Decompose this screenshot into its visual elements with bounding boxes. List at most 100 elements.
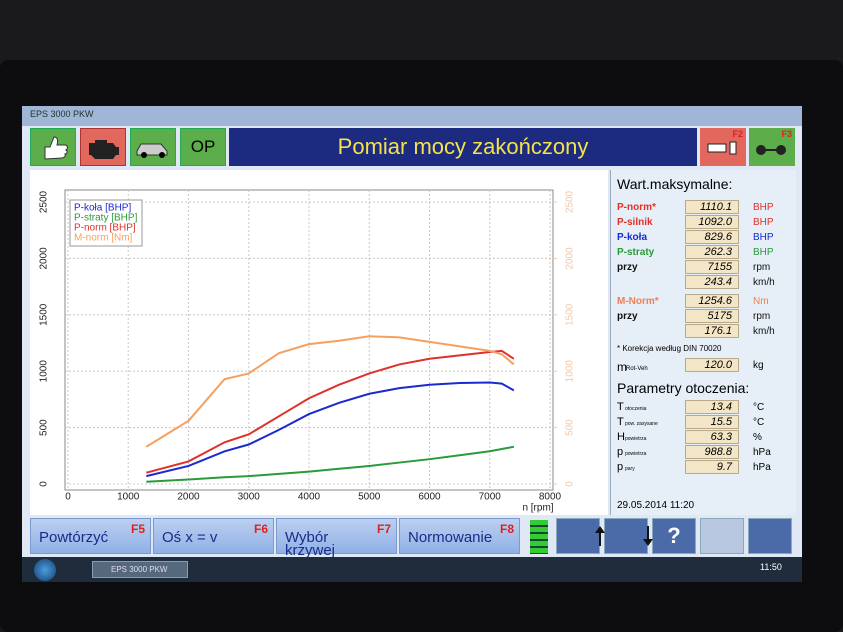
- function-button[interactable]: Wybór krzywej F7: [276, 518, 397, 559]
- x-axis-label: n [rpm]: [522, 503, 553, 514]
- legend-entry: P-koła [BHP]: [74, 203, 131, 214]
- button-label: Oś x = v: [162, 529, 218, 546]
- f3-icon: [756, 145, 786, 155]
- row-value: 5175: [685, 309, 739, 323]
- car-icon: [136, 143, 168, 158]
- row-unit: km/h: [753, 277, 775, 288]
- env-label: H: [617, 431, 625, 443]
- y2-tick-label: 0: [565, 481, 576, 487]
- button-key: F6: [253, 522, 268, 536]
- y2-tick-label: 1000: [565, 360, 576, 383]
- x-tick-label: 2000: [177, 492, 200, 503]
- row-value: 1254.6: [685, 294, 739, 308]
- button-key: F5: [130, 522, 145, 536]
- f2-key: F2: [732, 129, 743, 139]
- engine-icon: [89, 140, 119, 159]
- env-sub: otoczenia: [625, 406, 647, 412]
- row-unit: BHP: [753, 247, 774, 258]
- row-value: 262.3: [685, 245, 739, 259]
- env-sub: powietrza: [625, 451, 647, 457]
- mass-value: 120.0: [685, 358, 739, 372]
- legend-entry: P-norm [BHP]: [74, 223, 136, 234]
- f2-icon: [707, 141, 737, 155]
- help-button[interactable]: ?: [652, 518, 696, 554]
- env-unit: °C: [753, 417, 765, 428]
- f3-button[interactable]: F3: [749, 128, 795, 166]
- env-title: Parametry otoczenia:: [617, 380, 750, 396]
- row-value: 1110.1: [685, 200, 739, 214]
- env-label: p: [617, 446, 624, 458]
- row-label: M-Norm*: [617, 296, 659, 307]
- row-unit: BHP: [753, 202, 774, 213]
- row-unit: BHP: [753, 232, 774, 243]
- function-button[interactable]: Oś x = v F6: [153, 518, 274, 554]
- row-label: przy: [617, 311, 638, 322]
- x-tick-label: 7000: [479, 492, 502, 503]
- button-label: Normowanie: [408, 529, 493, 546]
- x-tick-label: 4000: [298, 492, 321, 503]
- series-line: [146, 349, 515, 474]
- button-row: Powtórzyć F5 Oś x = v F6 Wybór krzywej F7 Norm…: [30, 518, 800, 559]
- env-value: 9.7: [685, 460, 739, 474]
- env-value: 13.4: [685, 400, 739, 414]
- f2-button[interactable]: F2: [700, 128, 746, 166]
- env-label: T: [617, 416, 624, 428]
- arrow-icon: [643, 526, 653, 546]
- button-key: F8: [499, 522, 514, 536]
- op-button[interactable]: OP: [180, 128, 226, 166]
- start-button[interactable]: [34, 559, 56, 581]
- env-unit: hPa: [753, 447, 771, 458]
- row-label: P-koła: [617, 232, 648, 243]
- task-item[interactable]: EPS 3000 PKW: [92, 561, 188, 578]
- y-tick-label: 0: [39, 481, 50, 487]
- blank-button[interactable]: [748, 518, 792, 554]
- button-key: F7: [376, 522, 391, 536]
- mass-sub: Rot-Veh: [626, 366, 648, 372]
- arrow-icon: [595, 526, 605, 546]
- legend-box: [69, 199, 143, 247]
- x-tick-label: 0: [65, 492, 71, 503]
- y-tick-label: 2500: [39, 190, 50, 213]
- note: * Korekcja według DIN 70020: [617, 344, 722, 353]
- row-value: 829.6: [685, 230, 739, 244]
- env-unit: %: [753, 432, 762, 443]
- row-label: P-straty: [617, 247, 655, 258]
- y2-tick-label: 500: [565, 419, 576, 436]
- env-label: T: [617, 401, 624, 413]
- status-led: [530, 520, 548, 554]
- y-tick-label: 1500: [39, 303, 50, 326]
- x-tick-label: 1000: [117, 492, 140, 503]
- print-button[interactable]: [700, 518, 744, 554]
- clock: 11:50: [760, 562, 782, 572]
- car-button[interactable]: [130, 128, 176, 166]
- env-unit: °C: [753, 402, 765, 413]
- mass-label: m: [617, 360, 627, 374]
- y-tick-label: 500: [39, 419, 50, 436]
- status-bar: Pomiar mocy zakończony: [229, 128, 697, 166]
- x-tick-label: 5000: [358, 492, 381, 503]
- row-value: 176.1: [685, 324, 739, 338]
- row-label: P-norm*: [617, 202, 656, 213]
- up-button[interactable]: [556, 518, 600, 554]
- x-tick-label: 8000: [539, 492, 562, 503]
- title-bar: [22, 106, 802, 126]
- env-sub: pary: [625, 466, 635, 472]
- env-label: p: [617, 461, 624, 473]
- mass-unit: kg: [753, 360, 764, 371]
- button-label: Wybór krzywej: [285, 529, 336, 559]
- row-value: 243.4: [685, 275, 739, 289]
- series-line: [146, 445, 515, 483]
- env-value: 63.3: [685, 430, 739, 444]
- y-tick-label: 2000: [39, 247, 50, 270]
- row-unit: Nm: [753, 296, 769, 307]
- series-line: [146, 381, 515, 478]
- engine-button[interactable]: [80, 128, 126, 166]
- series-line: [145, 335, 515, 448]
- thumb-icon: [44, 136, 68, 160]
- function-button[interactable]: Normowanie F8: [399, 518, 520, 554]
- env-value: 988.8: [685, 445, 739, 459]
- x-tick-label: 3000: [238, 492, 261, 503]
- ok-button[interactable]: [30, 128, 76, 166]
- env-sub: pow. zasysane: [625, 421, 658, 427]
- function-button[interactable]: Powtórzyć F5: [30, 518, 151, 554]
